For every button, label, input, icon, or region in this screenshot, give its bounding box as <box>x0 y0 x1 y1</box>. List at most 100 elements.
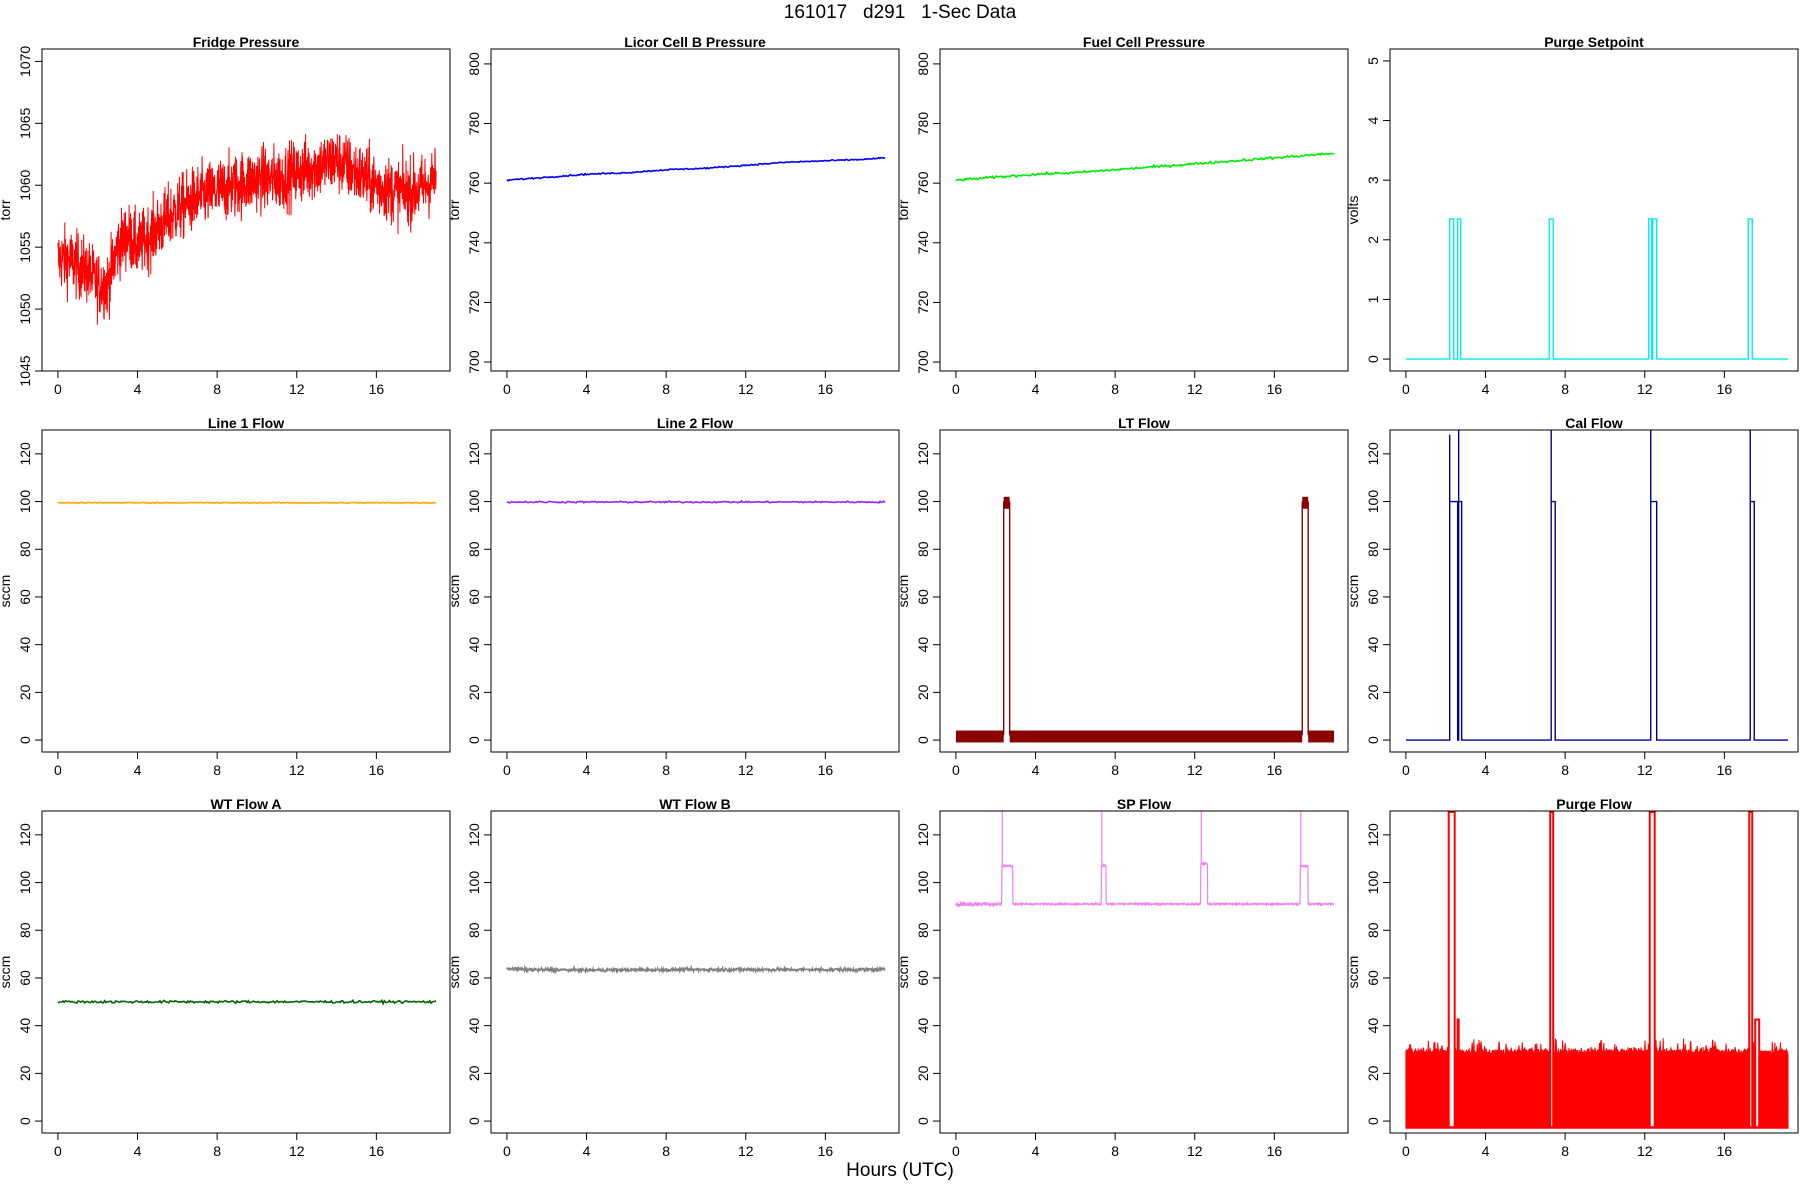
series-area <box>955 811 1335 909</box>
panel-title: SP Flow <box>1117 796 1171 812</box>
x-tick-label: 12 <box>1637 1143 1653 1159</box>
x-tick-label: 16 <box>1717 1143 1733 1159</box>
y-tick-label: 100 <box>466 490 482 514</box>
data-band <box>1009 730 1303 743</box>
y-tick-label: 60 <box>466 970 482 986</box>
y-tick-label: 120 <box>466 442 482 466</box>
x-tick-label: 16 <box>369 381 385 397</box>
y-tick-label: 40 <box>915 1018 931 1034</box>
data-series-line <box>57 501 437 505</box>
y-tick-label: 120 <box>1365 823 1381 847</box>
panel-title: Line 2 Flow <box>657 415 733 431</box>
x-tick-label: 0 <box>54 762 62 778</box>
x-tick-label: 16 <box>369 762 385 778</box>
y-tick-label: 5 <box>1365 57 1381 65</box>
y-tick-label: 20 <box>915 684 931 700</box>
plot-frame <box>490 48 900 372</box>
panel-title: Purge Setpoint <box>1544 34 1644 50</box>
y-tick-label: 60 <box>17 589 33 605</box>
x-tick-label: 8 <box>1561 1143 1569 1159</box>
y-tick-label: 80 <box>17 922 33 938</box>
panel-title: Cal Flow <box>1565 415 1623 431</box>
y-tick-label: 60 <box>915 589 931 605</box>
y-tick-label: 100 <box>915 490 931 514</box>
data-series-line <box>57 998 437 1006</box>
data-series-line <box>1405 430 1789 741</box>
x-tick-label: 4 <box>1032 1143 1040 1159</box>
data-band <box>1405 1038 1789 1129</box>
y-tick-label: 0 <box>1365 1117 1381 1125</box>
x-tick-label: 0 <box>503 1143 511 1159</box>
y-axis-label: sccm <box>446 575 462 608</box>
x-tick-label: 4 <box>1482 381 1490 397</box>
data-series-line <box>1405 218 1789 360</box>
y-tick-label: 100 <box>1365 871 1381 895</box>
x-tick-label: 4 <box>134 1143 142 1159</box>
x-tick-label: 0 <box>952 762 960 778</box>
series-area <box>1405 811 1789 1129</box>
y-tick-label: 40 <box>466 637 482 653</box>
data-spike-gap <box>1750 813 1752 1127</box>
y-tick-label: 100 <box>466 871 482 895</box>
x-tick-label: 12 <box>738 762 754 778</box>
chart-panel: Licor Cell B Pressure 0 4 8 12 16 700 720 740 760… <box>446 34 900 397</box>
x-tick-label: 4 <box>583 762 591 778</box>
x-tick-label: 0 <box>1402 1143 1410 1159</box>
x-tick-label: 8 <box>213 1143 221 1159</box>
y-tick-label: 0 <box>915 1117 931 1125</box>
page-title: 161017 d291 1-Sec Data <box>783 2 1017 23</box>
x-tick-label: 16 <box>1717 762 1733 778</box>
y-axis-label: sccm <box>1345 956 1361 989</box>
y-tick-label: 120 <box>915 823 931 847</box>
y-tick-label: 40 <box>466 1018 482 1034</box>
series-area <box>57 501 437 505</box>
panel-title: Line 1 Flow <box>208 415 284 431</box>
y-tick-label: 20 <box>17 684 33 700</box>
x-tick-label: 4 <box>1032 381 1040 397</box>
x-tick-label: 8 <box>662 1143 670 1159</box>
panel-title: Fridge Pressure <box>193 34 300 50</box>
y-axis-label: sccm <box>895 956 911 989</box>
data-series-line <box>955 152 1335 182</box>
y-tick-label: 60 <box>1365 589 1381 605</box>
y-tick-label: 80 <box>466 541 482 557</box>
y-tick-label: 100 <box>915 871 931 895</box>
y-tick-label: 120 <box>17 823 33 847</box>
x-tick-label: 8 <box>1561 762 1569 778</box>
series-area <box>506 499 886 504</box>
data-spike-gap <box>1650 813 1654 1127</box>
y-tick-label: 760 <box>915 171 931 195</box>
series-area <box>955 152 1335 182</box>
panel-title: WT Flow B <box>659 796 731 812</box>
y-tick-label: 0 <box>17 1117 33 1125</box>
y-tick-label: 1065 <box>17 108 33 139</box>
y-tick-label: 800 <box>915 52 931 76</box>
x-tick-label: 16 <box>1267 1143 1283 1159</box>
plot-frame <box>939 48 1349 372</box>
y-axis-label: torr <box>446 199 462 220</box>
y-tick-label: 780 <box>466 112 482 136</box>
x-tick-label: 8 <box>1111 1143 1119 1159</box>
y-tick-label: 0 <box>1365 736 1381 744</box>
y-tick-label: 760 <box>466 171 482 195</box>
y-tick-label: 120 <box>915 442 931 466</box>
y-tick-label: 80 <box>466 922 482 938</box>
chart-panel: Purge Flow 0 4 8 12 16 0 20 40 60 80 100 120 sccm <box>1345 796 1799 1159</box>
chart-panel: Cal Flow 0 4 8 12 16 0 20 40 60 80 100 120 sccm <box>1345 415 1799 778</box>
y-tick-label: 120 <box>1365 442 1381 466</box>
y-tick-label: 80 <box>1365 922 1381 938</box>
data-series-line <box>1301 501 1309 736</box>
y-axis-label: sccm <box>0 575 13 608</box>
data-series-line <box>506 499 886 504</box>
y-tick-label: 20 <box>1365 684 1381 700</box>
y-tick-label: 3 <box>1365 176 1381 184</box>
x-tick-label: 4 <box>583 381 591 397</box>
y-axis-label: torr <box>895 199 911 220</box>
y-tick-label: 100 <box>17 490 33 514</box>
x-tick-label: 8 <box>1111 762 1119 778</box>
y-axis-label: sccm <box>0 956 13 989</box>
x-tick-label: 4 <box>1482 1143 1490 1159</box>
x-tick-label: 0 <box>54 381 62 397</box>
y-tick-label: 60 <box>1365 970 1381 986</box>
